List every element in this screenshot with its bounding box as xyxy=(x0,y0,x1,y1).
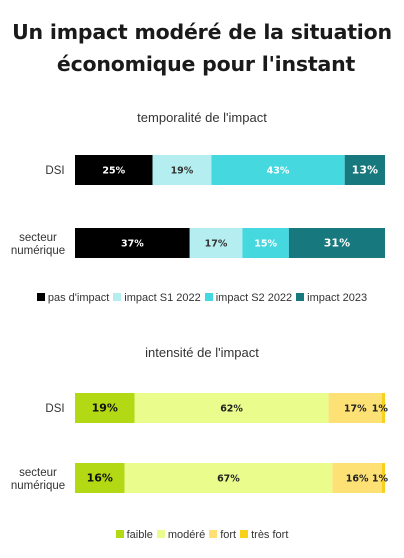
bar-segment xyxy=(75,463,125,493)
data-label: 67% xyxy=(217,474,240,485)
bar-segment xyxy=(381,393,385,423)
data-label: 13% xyxy=(352,164,378,177)
data-label: 1% xyxy=(372,404,389,415)
legend-swatch xyxy=(36,293,45,301)
bar-segment xyxy=(332,463,382,493)
legend-swatch xyxy=(240,530,249,538)
bar-segment xyxy=(211,155,345,185)
legend-swatch xyxy=(296,293,305,301)
legend-item: fort xyxy=(209,529,236,541)
legend-item: impact S1 2022 xyxy=(113,292,201,304)
data-label: 62% xyxy=(220,404,243,415)
legend-label: modéré xyxy=(167,529,206,541)
chart2-title: intensité de l'impact xyxy=(145,345,259,360)
chart1-legend: pas d'impact impact S1 2022 impact S2 2022… xyxy=(0,292,404,304)
data-label: 16% xyxy=(346,474,369,485)
bar-segment xyxy=(124,463,333,493)
legend-item: faible xyxy=(115,529,153,541)
legend-label: pas d'impact xyxy=(47,292,110,304)
data-label: 31% xyxy=(324,237,350,250)
chart-temporalite: DSI 25% 19% 43% 13% secteur numérique 37% 17% 15%… xyxy=(11,155,385,258)
legend-label: impact S2 2022 xyxy=(215,292,293,304)
bar-segment xyxy=(75,393,135,423)
category-label: secteur numérique xyxy=(11,467,65,492)
data-label: 17% xyxy=(344,404,367,415)
data-label: 15% xyxy=(254,239,277,250)
legend-label: fort xyxy=(220,529,237,541)
bar-segment xyxy=(328,393,382,423)
legend-swatch xyxy=(156,530,165,538)
bar-segment xyxy=(134,393,329,423)
bar-segment xyxy=(344,155,385,185)
legend-swatch xyxy=(113,293,122,301)
legend-item: impact S2 2022 xyxy=(204,292,293,304)
chart2-legend: faible modéré fort très fort xyxy=(0,529,404,541)
page-title-line2: économique pour l'instant xyxy=(56,52,356,76)
legend-item: modéré xyxy=(156,529,206,541)
data-label: 19% xyxy=(171,166,194,177)
page-title-line1: Un impact modéré de la situation xyxy=(12,20,392,44)
legend-label: très fort xyxy=(251,529,289,541)
legend-label: impact 2023 xyxy=(307,292,368,304)
data-label: 25% xyxy=(102,166,125,177)
data-label: 17% xyxy=(205,239,228,250)
bar-segment xyxy=(75,228,190,258)
bar-segment xyxy=(288,228,385,258)
legend-item: pas d'impact xyxy=(36,292,110,304)
data-label: 16% xyxy=(87,472,113,485)
legend-swatch xyxy=(115,530,124,538)
data-label: 37% xyxy=(121,239,144,250)
category-label: secteur numérique xyxy=(11,232,65,257)
category-label: DSI xyxy=(45,403,64,415)
bar-segment xyxy=(242,228,289,258)
bar-segment xyxy=(189,228,243,258)
legend-label: impact S1 2022 xyxy=(124,292,201,304)
bar-segment xyxy=(152,155,212,185)
bar-segment xyxy=(381,463,385,493)
legend-label: faible xyxy=(126,529,153,541)
legend-item: impact 2023 xyxy=(296,292,367,304)
bar-segment xyxy=(75,155,153,185)
data-label: 43% xyxy=(267,166,290,177)
data-label: 1% xyxy=(372,474,389,485)
legend-swatch xyxy=(209,530,218,538)
data-label: 19% xyxy=(92,402,118,415)
chart1-title: temporalité de l'impact xyxy=(137,110,267,125)
category-label: DSI xyxy=(45,165,64,177)
legend-swatch xyxy=(204,293,213,301)
legend-item: très fort xyxy=(240,529,288,541)
